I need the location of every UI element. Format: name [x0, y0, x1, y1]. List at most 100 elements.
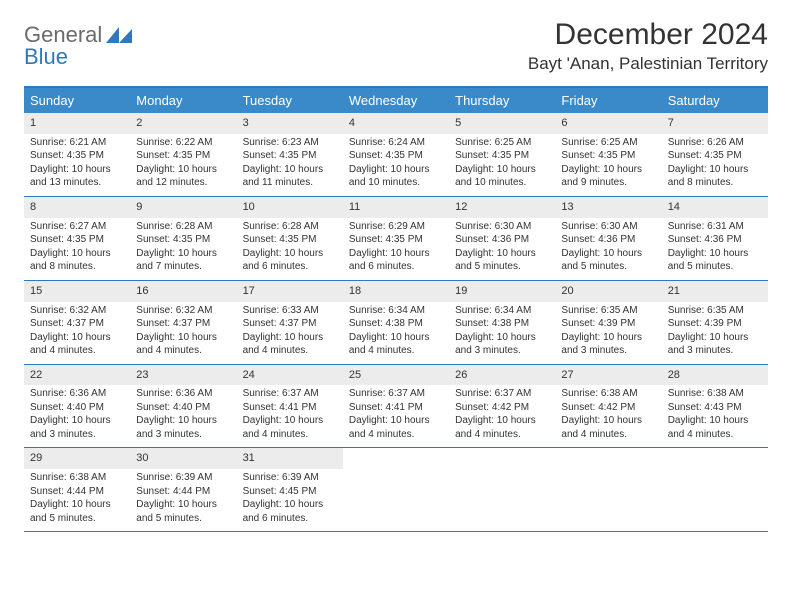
- day-detail-line: Sunrise: 6:22 AM: [136, 136, 230, 150]
- weekday-header-cell: Tuesday: [237, 88, 343, 113]
- day-detail-line: Sunrise: 6:35 AM: [561, 304, 655, 318]
- day-detail-line: Daylight: 10 hours: [668, 331, 762, 345]
- day-detail-line: Daylight: 10 hours: [243, 331, 337, 345]
- day-detail-line: and 7 minutes.: [136, 260, 230, 274]
- day-detail-line: and 13 minutes.: [30, 176, 124, 190]
- day-detail-line: and 11 minutes.: [243, 176, 337, 190]
- calendar-day-cell: 17Sunrise: 6:33 AMSunset: 4:37 PMDayligh…: [237, 281, 343, 364]
- calendar-day-cell: 28Sunrise: 6:38 AMSunset: 4:43 PMDayligh…: [662, 365, 768, 448]
- calendar-week-row: 22Sunrise: 6:36 AMSunset: 4:40 PMDayligh…: [24, 365, 768, 449]
- calendar-day-cell: 1Sunrise: 6:21 AMSunset: 4:35 PMDaylight…: [24, 113, 130, 196]
- day-detail-line: and 3 minutes.: [30, 428, 124, 442]
- calendar-day-cell: 21Sunrise: 6:35 AMSunset: 4:39 PMDayligh…: [662, 281, 768, 364]
- day-detail: Sunrise: 6:36 AMSunset: 4:40 PMDaylight:…: [130, 385, 236, 447]
- calendar-day-cell: 10Sunrise: 6:28 AMSunset: 4:35 PMDayligh…: [237, 197, 343, 280]
- day-detail: Sunrise: 6:30 AMSunset: 4:36 PMDaylight:…: [449, 218, 555, 280]
- day-detail-line: and 10 minutes.: [349, 176, 443, 190]
- calendar-day-cell: 19Sunrise: 6:34 AMSunset: 4:38 PMDayligh…: [449, 281, 555, 364]
- calendar-day-cell: 25Sunrise: 6:37 AMSunset: 4:41 PMDayligh…: [343, 365, 449, 448]
- day-detail: Sunrise: 6:35 AMSunset: 4:39 PMDaylight:…: [662, 302, 768, 364]
- calendar-day-cell: 15Sunrise: 6:32 AMSunset: 4:37 PMDayligh…: [24, 281, 130, 364]
- day-detail: Sunrise: 6:28 AMSunset: 4:35 PMDaylight:…: [130, 218, 236, 280]
- day-detail-line: Daylight: 10 hours: [30, 414, 124, 428]
- calendar-day-cell: 26Sunrise: 6:37 AMSunset: 4:42 PMDayligh…: [449, 365, 555, 448]
- day-detail-line: Sunset: 4:35 PM: [30, 233, 124, 247]
- day-detail-line: Sunset: 4:35 PM: [349, 149, 443, 163]
- day-detail-line: Sunset: 4:37 PM: [30, 317, 124, 331]
- calendar-day-cell: [449, 448, 555, 531]
- day-number: 20: [555, 281, 661, 302]
- day-detail-line: Daylight: 10 hours: [455, 163, 549, 177]
- calendar-day-cell: 11Sunrise: 6:29 AMSunset: 4:35 PMDayligh…: [343, 197, 449, 280]
- day-detail: Sunrise: 6:24 AMSunset: 4:35 PMDaylight:…: [343, 134, 449, 196]
- day-detail-line: Daylight: 10 hours: [243, 247, 337, 261]
- day-number: 29: [24, 448, 130, 469]
- day-detail-line: and 3 minutes.: [561, 344, 655, 358]
- day-detail: Sunrise: 6:39 AMSunset: 4:45 PMDaylight:…: [237, 469, 343, 531]
- day-detail-line: Daylight: 10 hours: [349, 414, 443, 428]
- day-number: 21: [662, 281, 768, 302]
- day-detail-line: Sunrise: 6:36 AM: [30, 387, 124, 401]
- day-detail-line: Sunrise: 6:28 AM: [243, 220, 337, 234]
- day-detail-line: Sunset: 4:35 PM: [243, 149, 337, 163]
- day-detail: Sunrise: 6:34 AMSunset: 4:38 PMDaylight:…: [343, 302, 449, 364]
- day-detail-line: Sunset: 4:38 PM: [349, 317, 443, 331]
- calendar-day-cell: 30Sunrise: 6:39 AMSunset: 4:44 PMDayligh…: [130, 448, 236, 531]
- day-detail-line: Sunrise: 6:28 AM: [136, 220, 230, 234]
- day-detail-line: Sunset: 4:35 PM: [349, 233, 443, 247]
- day-number: 14: [662, 197, 768, 218]
- weekday-header-row: SundayMondayTuesdayWednesdayThursdayFrid…: [24, 88, 768, 113]
- day-detail-line: and 5 minutes.: [561, 260, 655, 274]
- day-detail-line: Sunset: 4:39 PM: [668, 317, 762, 331]
- day-detail-line: Sunrise: 6:37 AM: [349, 387, 443, 401]
- calendar-day-cell: 8 Sunrise: 6:27 AMSunset: 4:35 PMDaylight…: [24, 197, 130, 280]
- day-detail-line: and 4 minutes.: [136, 344, 230, 358]
- day-detail-line: Sunset: 4:35 PM: [30, 149, 124, 163]
- calendar-day-cell: 22Sunrise: 6:36 AMSunset: 4:40 PMDayligh…: [24, 365, 130, 448]
- day-detail-line: Daylight: 10 hours: [561, 163, 655, 177]
- logo-triangle-icon: [106, 27, 132, 48]
- day-detail-line: Sunrise: 6:27 AM: [30, 220, 124, 234]
- day-number: 12: [449, 197, 555, 218]
- day-detail-line: Sunset: 4:37 PM: [243, 317, 337, 331]
- day-detail-line: Sunrise: 6:38 AM: [30, 471, 124, 485]
- calendar-day-cell: [343, 448, 449, 531]
- calendar-day-cell: [662, 448, 768, 531]
- calendar-day-cell: 20Sunrise: 6:35 AMSunset: 4:39 PMDayligh…: [555, 281, 661, 364]
- day-detail-line: Sunrise: 6:31 AM: [668, 220, 762, 234]
- day-detail-line: Daylight: 10 hours: [30, 247, 124, 261]
- day-detail-line: Sunrise: 6:38 AM: [561, 387, 655, 401]
- day-detail-line: Daylight: 10 hours: [349, 331, 443, 345]
- day-detail-line: Daylight: 10 hours: [136, 414, 230, 428]
- calendar-day-cell: 7Sunrise: 6:26 AMSunset: 4:35 PMDaylight…: [662, 113, 768, 196]
- day-detail-line: Daylight: 10 hours: [243, 414, 337, 428]
- calendar-day-cell: 18Sunrise: 6:34 AMSunset: 4:38 PMDayligh…: [343, 281, 449, 364]
- weekday-header-cell: Saturday: [662, 88, 768, 113]
- day-detail-line: and 8 minutes.: [668, 176, 762, 190]
- day-detail-line: Sunset: 4:35 PM: [136, 149, 230, 163]
- day-detail-line: Daylight: 10 hours: [136, 498, 230, 512]
- header: General Blue December 2024 Bayt 'Anan, P…: [24, 18, 768, 74]
- day-detail: Sunrise: 6:25 AMSunset: 4:35 PMDaylight:…: [555, 134, 661, 196]
- logo-text-blue: Blue: [24, 44, 68, 69]
- weekday-header-cell: Wednesday: [343, 88, 449, 113]
- day-detail-line: Sunset: 4:42 PM: [455, 401, 549, 415]
- location-subtitle: Bayt 'Anan, Palestinian Territory: [528, 54, 768, 74]
- day-detail: Sunrise: 6:21 AMSunset: 4:35 PMDaylight:…: [24, 134, 130, 196]
- day-detail-line: and 3 minutes.: [668, 344, 762, 358]
- day-number: 8: [24, 197, 130, 218]
- weekday-header-cell: Friday: [555, 88, 661, 113]
- day-detail-line: and 4 minutes.: [243, 344, 337, 358]
- day-detail: [662, 454, 768, 462]
- day-detail-line: Sunset: 4:36 PM: [455, 233, 549, 247]
- day-number: 2: [130, 113, 236, 134]
- day-detail: Sunrise: 6:32 AMSunset: 4:37 PMDaylight:…: [130, 302, 236, 364]
- day-detail-line: Sunrise: 6:39 AM: [243, 471, 337, 485]
- day-detail-line: Sunrise: 6:34 AM: [349, 304, 443, 318]
- day-detail-line: Sunrise: 6:25 AM: [455, 136, 549, 150]
- day-detail-line: Sunrise: 6:32 AM: [136, 304, 230, 318]
- day-detail-line: Daylight: 10 hours: [30, 163, 124, 177]
- day-number: 28: [662, 365, 768, 386]
- day-detail: Sunrise: 6:30 AMSunset: 4:36 PMDaylight:…: [555, 218, 661, 280]
- day-detail-line: Daylight: 10 hours: [136, 247, 230, 261]
